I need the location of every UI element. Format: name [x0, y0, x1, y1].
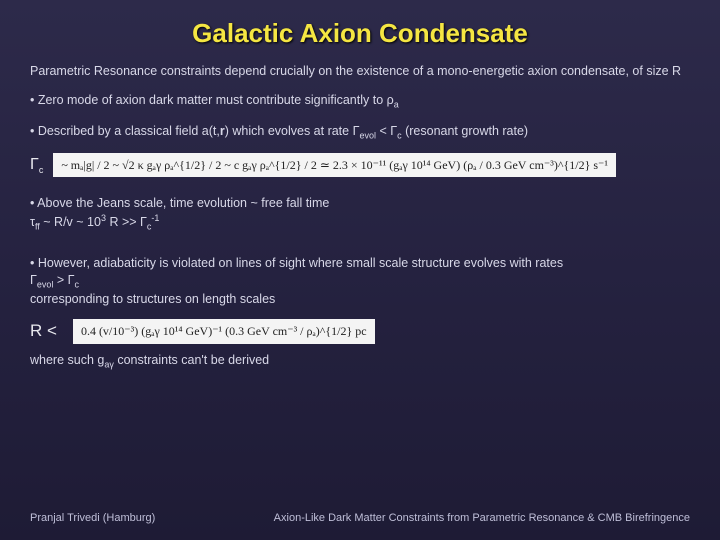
r-formula-row: R < 0.4 (v/10⁻³) (gₐγ 10¹⁴ GeV)⁻¹ (0.3 G…	[30, 319, 690, 343]
gamma-sub: c	[39, 165, 44, 175]
tau-mid: ~ R/v ~ 10	[40, 215, 101, 229]
tau-mid2: R >> Γ	[106, 215, 147, 229]
gamma-evol-mid: > Γ	[53, 273, 74, 287]
footer-title: Axion-Like Dark Matter Constraints from …	[274, 512, 690, 524]
gamma-c-formula-row: Γc ~ mₐ|g| / 2 ~ √2 κ gₐγ ρₐ^{1/2} / 2 ~…	[30, 153, 690, 177]
gamma-evol-sub: evol	[37, 279, 54, 289]
adiab-line1: • However, adiabaticity is violated on l…	[30, 255, 690, 272]
r-less-than-label: R <	[30, 320, 57, 343]
closing-line: where such gaγ constraints can't be deri…	[30, 352, 690, 371]
b2-mid2: < Γ	[376, 124, 397, 138]
adiab-line3: corresponding to structures on length sc…	[30, 291, 690, 308]
closing-pre: where such g	[30, 353, 104, 367]
gamma-symbol: Γ	[30, 156, 39, 173]
intro-paragraph: Parametric Resonance constraints depend …	[30, 63, 690, 80]
bullet-jeans: • Above the Jeans scale, time evolution …	[30, 195, 690, 233]
bullet-adiabaticity: • However, adiabaticity is violated on l…	[30, 255, 690, 307]
footer-author: Pranjal Trivedi (Hamburg)	[30, 512, 155, 524]
bullet-classical-field: • Described by a classical field a(t,r) …	[30, 123, 690, 142]
jeans-line1: • Above the Jeans scale, time evolution …	[30, 195, 690, 212]
bullet1-sub: a	[394, 99, 399, 109]
tau-sup2: -1	[151, 213, 159, 223]
b2-sub1: evol	[359, 130, 376, 140]
gamma-c-formula: ~ mₐ|g| / 2 ~ √2 κ gₐγ ρₐ^{1/2} / 2 ~ c …	[53, 153, 616, 177]
jeans-line2: τff ~ R/v ~ 103 R >> Γc-1	[30, 212, 690, 233]
gamma-c-sub2: c	[75, 279, 80, 289]
slide-content: Parametric Resonance constraints depend …	[0, 63, 720, 370]
adiab-line2: Γevol > Γc	[30, 272, 690, 291]
closing-sub: aγ	[104, 359, 114, 369]
tau-sub2: c	[147, 222, 152, 232]
bullet1-text: • Zero mode of axion dark matter must co…	[30, 93, 394, 107]
gamma-evol-pre: Γ	[30, 273, 37, 287]
slide-footer: Pranjal Trivedi (Hamburg) Axion-Like Dar…	[0, 512, 720, 524]
b2-pre: • Described by a classical field a(t,	[30, 124, 220, 138]
slide-title: Galactic Axion Condensate	[0, 0, 720, 63]
closing-end: constraints can't be derived	[114, 353, 269, 367]
r-formula: 0.4 (v/10⁻³) (gₐγ 10¹⁴ GeV)⁻¹ (0.3 GeV c…	[73, 319, 375, 343]
b2-end: (resonant growth rate)	[402, 124, 528, 138]
gamma-c-label: Γc	[30, 154, 43, 176]
b2-mid: ) which evolves at rate Γ	[225, 124, 360, 138]
bullet-zero-mode: • Zero mode of axion dark matter must co…	[30, 92, 690, 111]
